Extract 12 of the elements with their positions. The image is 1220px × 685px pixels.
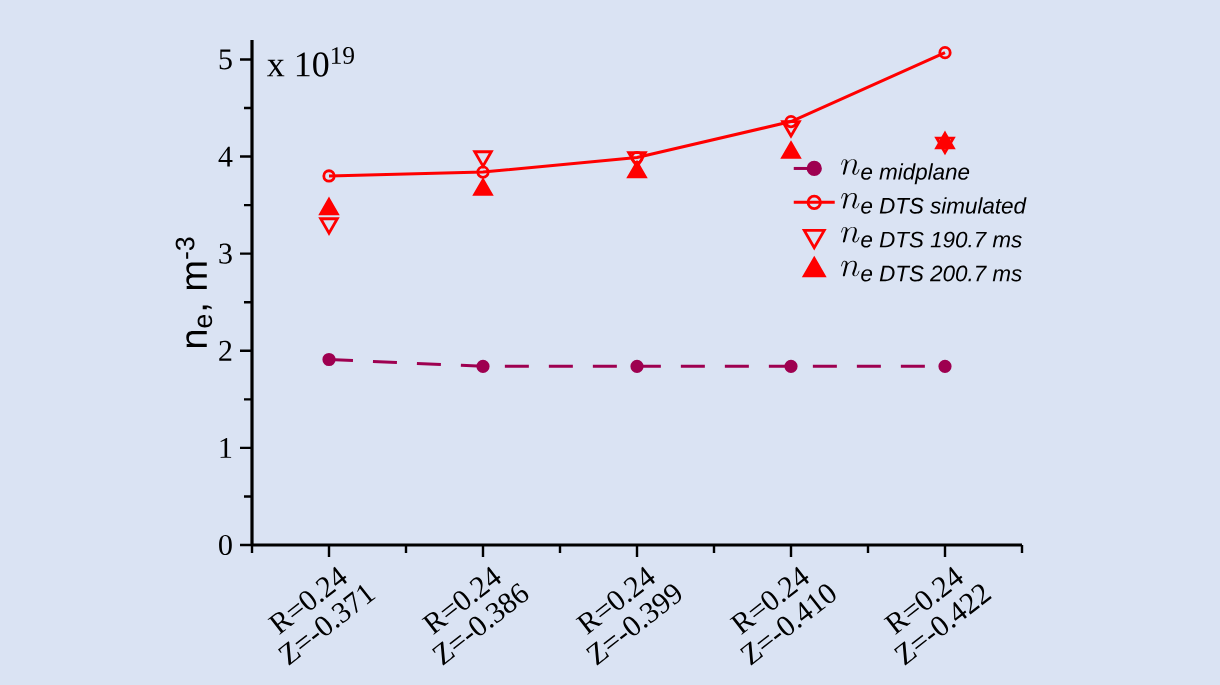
- y-tick-label: 0: [219, 534, 232, 556]
- y-tick-label: 3: [219, 243, 232, 264]
- y-tick-label: 2: [219, 340, 232, 361]
- legend-label: $n_{\textit{e DTS simulated}}$: [841, 193, 1027, 214]
- y-tick-label: 1: [220, 438, 232, 458]
- legend-label: $n_{\textit{e DTS 190.7 ms}}$: [841, 226, 1022, 248]
- legend-label: $n_{\textit{e DTS 200.7 ms}}$: [841, 260, 1022, 282]
- legend-label: $n_{\textit{e midplane}}$: [841, 159, 970, 185]
- y-tick-label: 4: [218, 146, 233, 167]
- y-axis-title: n$_{e}$, m$^{-3}$: [175, 237, 213, 348]
- annotation: x 10$^{19}$: [267, 47, 354, 77]
- y-tick-label: 5: [219, 49, 232, 70]
